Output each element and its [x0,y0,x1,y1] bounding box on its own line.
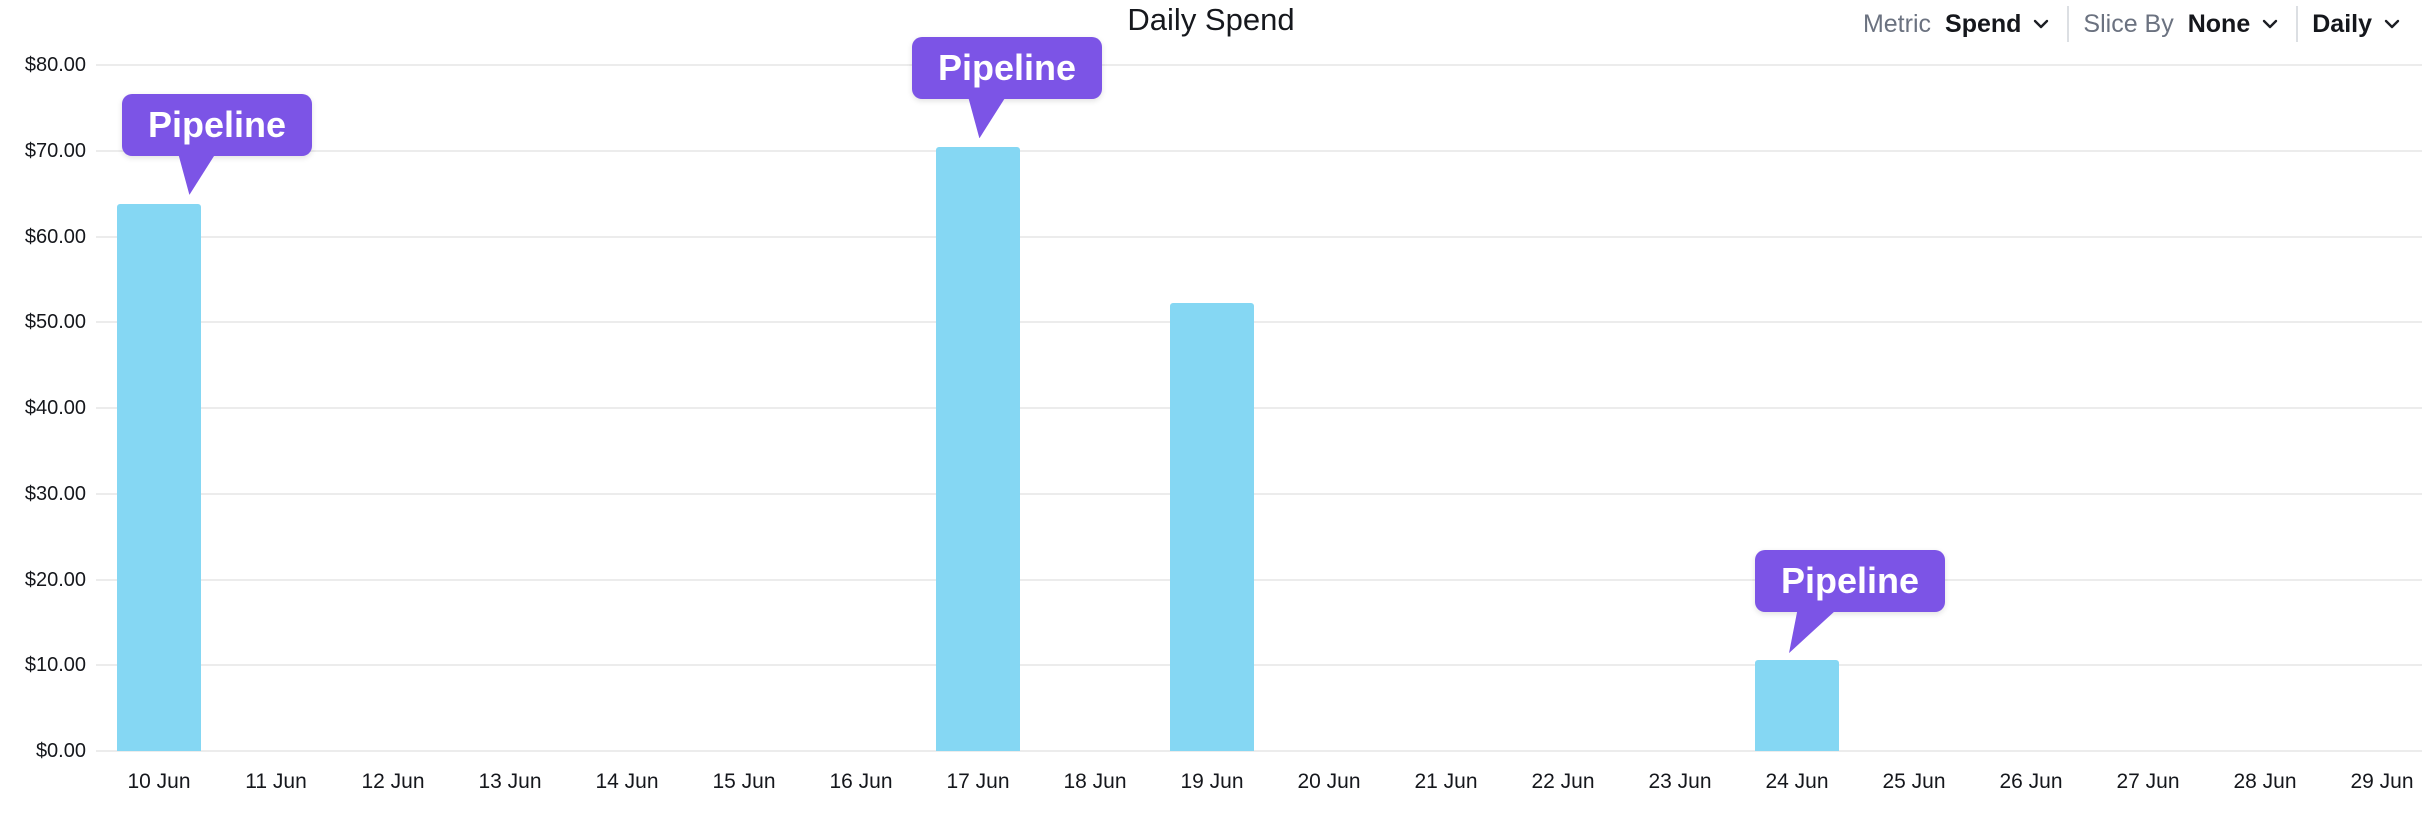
chart-controls: Metric Spend Slice By None Daily [1863,6,2404,42]
divider [2296,6,2299,42]
x-axis-tick-label: 28 Jun [2233,770,2297,793]
x-axis-tick-label: 13 Jun [478,770,542,793]
slice-by-value: None [2187,9,2251,38]
y-axis-tick-label: $30.00 [24,482,86,505]
x-axis-tick-label: 29 Jun [2350,770,2414,793]
x-axis-tick-label: 11 Jun [245,770,307,793]
gridline [96,149,2422,152]
slice-by-label: Slice By [2083,9,2174,38]
chart-title: Daily Spend [1127,2,1295,37]
x-axis-tick-label: 10 Jun [127,770,191,793]
chart-bar-10-jun[interactable] [117,203,201,751]
gridline [96,492,2422,495]
chevron-down-icon [2384,19,2400,29]
x-axis-tick-label: 19 Jun [1180,770,1244,793]
x-axis-tick-label: 26 Jun [1999,770,2063,793]
y-axis-tick-label: $10.00 [24,654,86,677]
gridline [96,321,2422,324]
x-axis-tick-label: 20 Jun [1297,770,1361,793]
chart-bar-19-jun[interactable] [1170,302,1254,751]
x-axis-tick-label: 22 Jun [1531,770,1595,793]
gridline [96,578,2422,581]
pipeline-tooltip-label: Pipeline [148,103,287,145]
slice-by-dropdown[interactable]: None [2188,10,2283,39]
gridline [96,664,2422,667]
chart-bar-24-jun[interactable] [1755,660,1839,751]
chevron-down-icon [2263,19,2278,29]
pipeline-tooltip: Pipeline [1755,550,1946,654]
tooltip-tail [178,152,216,195]
pipeline-tooltip: Pipeline [912,37,1103,139]
x-axis-tick-label: 15 Jun [712,770,776,793]
metric-dropdown[interactable]: Spend [1945,10,2053,39]
granularity-dropdown[interactable]: Daily [2312,10,2404,39]
x-axis-tick-label: 23 Jun [1648,770,1712,793]
x-axis-tick-label: 27 Jun [2116,770,2180,793]
divider [2067,6,2070,42]
x-axis-tick-label: 14 Jun [595,770,659,793]
y-axis-tick-label: $40.00 [24,397,86,419]
tooltip-tail [1789,609,1837,654]
metric-label: Metric [1862,9,1932,38]
x-axis-tick-label: 16 Jun [829,770,893,793]
tooltip-tail [968,96,1006,139]
y-axis-tick-label: $60.00 [24,225,86,248]
x-axis-tick-label: 18 Jun [1063,770,1127,793]
x-axis-tick-label: 25 Jun [1882,770,1946,793]
pipeline-tooltip-label: Pipeline [938,47,1077,89]
y-axis-tick-label: $70.00 [24,139,86,162]
gridline [96,235,2422,238]
x-axis-tick-label: 24 Jun [1765,770,1829,793]
y-axis-tick-label: $0.00 [35,740,86,762]
y-axis-tick-label: $20.00 [24,568,86,591]
x-axis-tick-label: 12 Jun [361,770,425,793]
gridline [96,750,2422,752]
x-axis-tick-label: 21 Jun [1414,770,1478,793]
gridline [96,407,2422,409]
pipeline-tooltip: Pipeline [122,93,313,195]
x-axis-tick-label: 17 Jun [946,770,1010,793]
pipeline-tooltip-label: Pipeline [1781,560,1920,602]
chart-bar-17-jun[interactable] [936,147,1020,751]
granularity-value: Daily [2312,9,2372,38]
metric-value: Spend [1945,9,2022,38]
y-axis-tick-label: $50.00 [24,311,86,334]
chevron-down-icon [2034,19,2049,29]
y-axis-tick-label: $80.00 [24,54,86,76]
gridline [96,64,2422,66]
